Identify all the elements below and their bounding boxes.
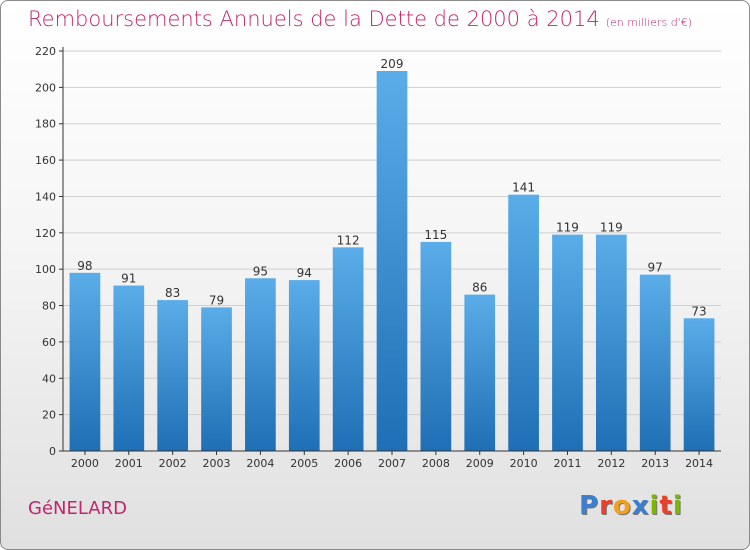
y-tick-label: 20: [42, 409, 56, 422]
bar: [420, 241, 452, 451]
x-tick-label: 2008: [422, 457, 450, 470]
logo-letter: i: [672, 491, 683, 521]
chart-title-text: Remboursements Annuels de la Dette de 20…: [28, 7, 600, 31]
commune-name: GéNELARD: [28, 498, 127, 519]
x-tick-label: 2006: [334, 457, 362, 470]
y-tick-label: 160: [35, 154, 56, 167]
data-label: 86: [472, 281, 487, 295]
y-tick-label: 80: [42, 300, 56, 313]
data-label: 73: [691, 304, 706, 318]
y-tick-label: 140: [35, 190, 56, 203]
x-tick-label: 2014: [685, 457, 713, 470]
data-label: 83: [165, 286, 180, 300]
bar: [464, 294, 496, 451]
x-tick-label: 2010: [510, 457, 538, 470]
x-tick-label: 2013: [641, 457, 669, 470]
chart-title: Remboursements Annuels de la Dette de 20…: [28, 7, 692, 31]
data-label: 209: [381, 57, 404, 71]
data-label: 119: [556, 221, 579, 235]
x-tick-label: 2009: [466, 457, 494, 470]
bar: [201, 307, 232, 451]
x-tick-label: 2000: [71, 457, 99, 470]
data-label: 141: [512, 181, 535, 195]
data-label: 115: [424, 228, 447, 242]
bar: [332, 247, 364, 451]
y-tick-label: 60: [42, 336, 56, 349]
data-label: 112: [337, 233, 360, 247]
x-tick-label: 2012: [597, 457, 625, 470]
data-label: 98: [77, 259, 92, 273]
unit-note: (en milliers d'€): [605, 16, 692, 29]
bar: [639, 274, 671, 451]
x-tick-label: 2003: [203, 457, 231, 470]
logo-letter: P: [579, 491, 600, 521]
bar-chart: 98 91 83 79 95 94 112 209 115 86 141 119 119 97 73 0 20…: [35, 45, 721, 470]
logo-letter: t: [659, 491, 673, 521]
logo-letter: r: [599, 491, 613, 521]
bar: [245, 278, 276, 451]
y-tick-label: 220: [35, 45, 56, 58]
x-tick-label: 2001: [115, 457, 143, 470]
bar: [69, 272, 101, 451]
y-tick-label: 200: [35, 81, 56, 94]
bar: [552, 234, 583, 451]
bar: [376, 71, 408, 451]
logo-letter: o: [612, 491, 632, 521]
y-tick-label: 120: [35, 227, 56, 240]
y-tick-label: 180: [35, 118, 56, 131]
x-tick-label: 2004: [246, 457, 274, 470]
data-label: 79: [209, 293, 224, 307]
logo-letter: i: [649, 491, 660, 521]
y-tick-label: 0: [49, 445, 56, 458]
bar: [157, 300, 189, 451]
bar: [683, 318, 715, 451]
data-label: 95: [253, 264, 268, 278]
data-label: 94: [297, 266, 312, 280]
y-tick-label: 40: [42, 372, 56, 385]
bar: [113, 285, 145, 451]
data-label: 119: [600, 221, 623, 235]
data-label: 97: [648, 261, 663, 275]
proxiti-logo: Proxiti: [579, 491, 683, 521]
x-tick-label: 2002: [159, 457, 187, 470]
x-tick-label: 2011: [553, 457, 581, 470]
bar: [595, 234, 627, 451]
bar: [508, 194, 539, 452]
x-tick-label: 2005: [290, 457, 318, 470]
bar: [288, 280, 320, 451]
data-label: 91: [121, 272, 136, 286]
x-tick-label: 2007: [378, 457, 406, 470]
y-tick-label: 100: [35, 263, 56, 276]
logo-letter: x: [631, 491, 650, 521]
